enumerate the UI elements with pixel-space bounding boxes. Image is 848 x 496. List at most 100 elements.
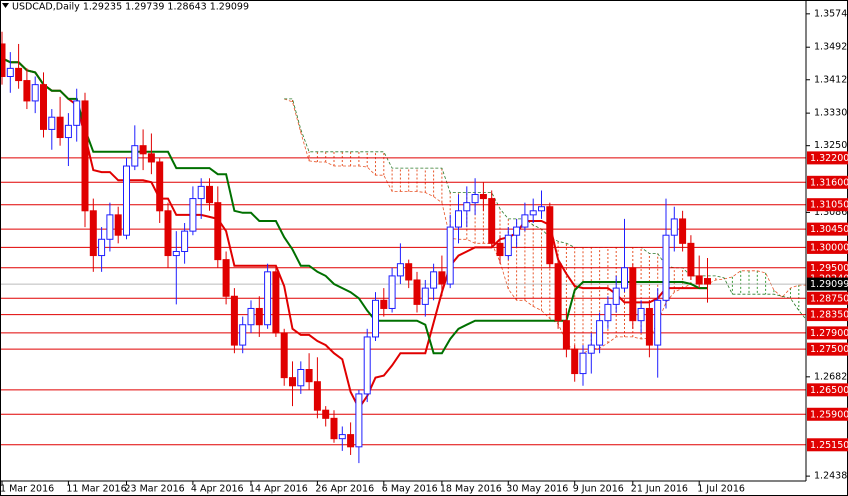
x-tick-label: 6 May 2016 xyxy=(382,484,438,495)
candle-body xyxy=(654,299,662,346)
x-tick-label: 26 Apr 2016 xyxy=(315,484,374,495)
candle-body xyxy=(587,344,595,354)
candle-body xyxy=(438,271,446,285)
level-label: 1.27900 xyxy=(810,328,848,339)
y-tick-label: 1.33300 xyxy=(814,108,848,119)
candle-body xyxy=(596,320,604,346)
level-tag xyxy=(807,308,848,322)
x-tick-label: 4 Apr 2016 xyxy=(191,484,244,495)
candle-body xyxy=(488,198,496,244)
candle-body xyxy=(579,352,587,375)
candle-body xyxy=(612,287,620,305)
candle-body xyxy=(363,336,371,395)
candle-body xyxy=(496,242,504,257)
symbol-icon xyxy=(2,3,9,8)
x-tick-label: 1 Jul 2016 xyxy=(697,484,745,495)
candle-body xyxy=(181,230,189,252)
candle-body xyxy=(48,116,56,130)
candle-body xyxy=(405,263,413,281)
candle-body xyxy=(388,275,396,309)
candle-body xyxy=(521,214,529,228)
candle-body xyxy=(637,307,645,322)
candle-body xyxy=(239,324,247,346)
level-tag xyxy=(807,326,848,340)
y-tick-label: 1.24380 xyxy=(814,471,848,482)
level-label: 1.28350 xyxy=(810,310,848,321)
candle-body xyxy=(479,194,487,200)
candle-body xyxy=(89,210,97,257)
candle-body xyxy=(64,124,72,139)
candle-body xyxy=(156,161,164,212)
candle-body xyxy=(446,226,454,285)
candle-body xyxy=(40,84,47,130)
candle-body xyxy=(139,145,147,155)
candle-body xyxy=(604,303,612,322)
level-label: 1.27500 xyxy=(810,344,848,355)
x-tick-label: 1 Mar 2016 xyxy=(0,484,54,495)
plot-area xyxy=(0,31,806,464)
candle-body xyxy=(571,348,579,375)
candle-body xyxy=(562,320,570,350)
senkou-b xyxy=(284,98,806,320)
candle-body xyxy=(504,234,512,257)
candle-body xyxy=(56,116,64,139)
candle-body xyxy=(222,259,230,297)
candle-body xyxy=(280,332,288,379)
level-label: 1.25900 xyxy=(810,409,848,420)
candle-body xyxy=(81,100,89,212)
candle-body xyxy=(355,393,363,448)
candle-body xyxy=(463,202,471,212)
candle-body xyxy=(670,218,678,236)
candle-body xyxy=(338,434,346,440)
level-tag xyxy=(807,222,848,236)
x-tick-label: 21 Jun 2016 xyxy=(631,484,688,495)
y-tick-label: 1.34120 xyxy=(814,74,848,85)
level-label: 1.32200 xyxy=(810,153,848,164)
candle-body xyxy=(645,307,653,346)
candle-body xyxy=(272,271,280,334)
tenkan-line xyxy=(1,57,708,411)
level-label: 1.30450 xyxy=(810,224,848,235)
candle-body xyxy=(380,299,388,309)
chart-title: USDCAD,Daily 1.29235 1.29739 1.28643 1.2… xyxy=(12,2,249,13)
x-tick-label: 23 Mar 2016 xyxy=(125,484,185,495)
level-label: 1.26500 xyxy=(810,385,848,396)
candle-body xyxy=(471,194,479,204)
level-label: 1.31050 xyxy=(810,200,848,211)
candle-body xyxy=(421,287,429,305)
candle-body xyxy=(546,206,554,265)
candle-body xyxy=(255,307,263,326)
candle-body xyxy=(214,202,222,261)
level-label: 1.31600 xyxy=(810,177,848,188)
level-tag xyxy=(807,342,848,356)
x-tick-label: 30 May 2016 xyxy=(506,484,568,495)
candle-body xyxy=(662,234,670,301)
candle-body xyxy=(15,67,23,82)
bid-label: 1.29099 xyxy=(810,279,848,290)
level-label: 1.25150 xyxy=(810,440,848,451)
candle-body xyxy=(23,80,31,102)
level-tag xyxy=(807,291,848,305)
y-tick-label: 1.26820 xyxy=(814,371,848,382)
candle-body xyxy=(455,210,462,228)
level-tag xyxy=(807,240,848,254)
candle-body xyxy=(621,267,628,289)
candle-body xyxy=(413,279,421,305)
level-label: 1.30000 xyxy=(810,242,848,253)
candle-body xyxy=(396,263,404,277)
candle-body xyxy=(554,263,562,322)
candle-body xyxy=(6,67,14,78)
candle-body xyxy=(98,238,106,257)
level-tag xyxy=(807,261,848,275)
candle-body xyxy=(529,210,537,216)
candle-body xyxy=(679,218,687,244)
candle-body xyxy=(164,210,172,257)
candle-body xyxy=(513,226,521,236)
senkou-a xyxy=(284,98,806,354)
candle-body xyxy=(123,165,130,236)
x-tick-label: 11 Mar 2016 xyxy=(66,484,126,495)
candle-body xyxy=(114,214,122,236)
